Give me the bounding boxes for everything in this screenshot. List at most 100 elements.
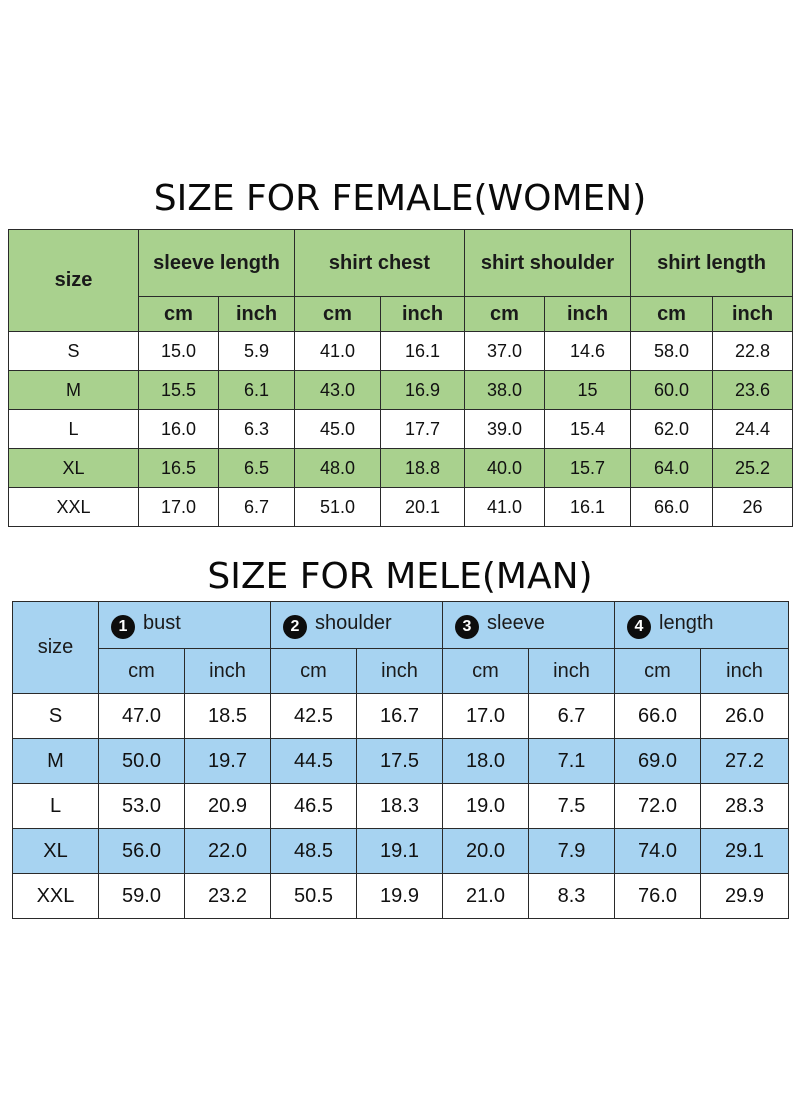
table-row: L 16.0 6.3 45.0 17.7 39.0 15.4 62.0 24.4 [8, 409, 794, 449]
unit-header-cm: cm [614, 648, 701, 694]
number-1-badge: 1 [111, 614, 135, 639]
number-2-badge: 2 [283, 614, 307, 639]
measurement-cell: 16.1 [543, 487, 632, 527]
size-header: size [8, 229, 139, 332]
table-row: XL 56.0 22.0 48.5 19.1 20.0 7.9 74.0 29.1 [12, 828, 789, 874]
measurement-cell: 51.0 [294, 487, 381, 527]
measurement-cell: 19.7 [184, 738, 271, 784]
size-label-cell: XXL [12, 873, 99, 919]
size-label-cell: XXL [8, 487, 139, 527]
table-row: XXL 59.0 23.2 50.5 19.9 21.0 8.3 76.0 29.9 [12, 873, 789, 919]
measurement-cell: 5.9 [218, 331, 295, 371]
measurement-cell: 15 [543, 370, 632, 410]
group-header-sleeve: 3 sleeve [442, 601, 615, 649]
unit-header-inch: inch [712, 296, 794, 332]
unit-header-cm: cm [464, 296, 545, 332]
measurement-cell: 27.2 [700, 738, 789, 784]
measurement-cell: 17.0 [138, 487, 219, 527]
measurement-cell: 19.0 [442, 783, 529, 829]
measurement-cell: 16.1 [380, 331, 465, 371]
measurement-cell: 20.0 [442, 828, 529, 874]
measurement-cell: 16.7 [356, 693, 443, 739]
measurement-cell: 26.0 [700, 693, 789, 739]
table-row: XXL 17.0 6.7 51.0 20.1 41.0 16.1 66.0 26 [8, 487, 794, 527]
unit-header-cm: cm [270, 648, 357, 694]
group-header-sleeve-length: sleeve length [138, 229, 295, 297]
measurement-cell: 16.0 [138, 409, 219, 449]
measurement-cell: 53.0 [98, 783, 185, 829]
table-row: S 15.0 5.9 41.0 16.1 37.0 14.6 58.0 22.8 [8, 331, 794, 371]
group-header-shirt-shoulder: shirt shoulder [463, 229, 632, 297]
measurement-cell: 48.5 [270, 828, 357, 874]
measurement-cell: 24.4 [712, 409, 794, 449]
measurement-cell: 45.0 [294, 409, 381, 449]
measurement-cell: 26 [712, 487, 794, 527]
size-label-cell: M [12, 738, 99, 784]
measurement-cell: 8.3 [528, 873, 615, 919]
size-label-cell: L [12, 783, 99, 829]
measurement-cell: 58.0 [630, 331, 714, 371]
group-label: length [659, 611, 714, 634]
measurement-cell: 42.5 [270, 693, 357, 739]
measurement-cell: 44.5 [270, 738, 357, 784]
table-row: XL 16.5 6.5 48.0 18.8 40.0 15.7 64.0 25.2 [8, 448, 794, 488]
measurement-cell: 18.8 [380, 448, 465, 488]
measurement-cell: 14.6 [543, 331, 632, 371]
number-3-badge: 3 [455, 614, 479, 639]
measurement-cell: 22.0 [184, 828, 271, 874]
measurement-cell: 6.5 [218, 448, 295, 488]
female-size-table: size sleeve length shirt chest shirt sho… [8, 229, 794, 527]
measurement-cell: 59.0 [98, 873, 185, 919]
measurement-cell: 21.0 [442, 873, 529, 919]
size-label-cell: XL [12, 828, 99, 874]
measurement-cell: 18.0 [442, 738, 529, 784]
measurement-cell: 40.0 [464, 448, 545, 488]
measurement-cell: 16.5 [138, 448, 219, 488]
size-label-cell: S [8, 331, 139, 371]
size-label-cell: M [8, 370, 139, 410]
measurement-cell: 6.7 [218, 487, 295, 527]
measurement-cell: 20.9 [184, 783, 271, 829]
measurement-cell: 56.0 [98, 828, 185, 874]
measurement-cell: 20.1 [380, 487, 465, 527]
measurement-cell: 29.1 [700, 828, 789, 874]
female-size-title: SIZE FOR FEMALE(WOMEN) [153, 178, 647, 219]
measurement-cell: 7.1 [528, 738, 615, 784]
measurement-cell: 69.0 [614, 738, 701, 784]
measurement-cell: 23.2 [184, 873, 271, 919]
measurement-cell: 15.7 [543, 448, 632, 488]
measurement-cell: 17.5 [356, 738, 443, 784]
measurement-cell: 50.5 [270, 873, 357, 919]
unit-header-inch: inch [380, 296, 465, 332]
measurement-cell: 18.5 [184, 693, 271, 739]
measurement-cell: 41.0 [294, 331, 381, 371]
table-row: M 50.0 19.7 44.5 17.5 18.0 7.1 69.0 27.2 [12, 738, 789, 784]
measurement-cell: 74.0 [614, 828, 701, 874]
measurement-cell: 18.3 [356, 783, 443, 829]
measurement-cell: 66.0 [630, 487, 714, 527]
unit-header-cm: cm [630, 296, 714, 332]
unit-header-cm: cm [98, 648, 185, 694]
measurement-cell: 37.0 [464, 331, 545, 371]
measurement-cell: 15.0 [138, 331, 219, 371]
measurement-cell: 43.0 [294, 370, 381, 410]
measurement-cell: 22.8 [712, 331, 794, 371]
measurement-cell: 72.0 [614, 783, 701, 829]
measurement-cell: 7.9 [528, 828, 615, 874]
unit-header-inch: inch [184, 648, 271, 694]
measurement-cell: 64.0 [630, 448, 714, 488]
measurement-cell: 38.0 [464, 370, 545, 410]
table-row: S 47.0 18.5 42.5 16.7 17.0 6.7 66.0 26.0 [12, 693, 789, 739]
measurement-cell: 25.2 [712, 448, 794, 488]
group-header-bust: 1 bust [98, 601, 271, 649]
measurement-cell: 15.5 [138, 370, 219, 410]
measurement-cell: 29.9 [700, 873, 789, 919]
measurement-cell: 15.4 [543, 409, 632, 449]
unit-header-inch: inch [543, 296, 632, 332]
measurement-cell: 62.0 [630, 409, 714, 449]
size-label-cell: S [12, 693, 99, 739]
male-size-table: size 1 bust 2 shoulder 3 sleeve 4 length cm i… [12, 601, 789, 919]
group-header-shirt-length: shirt length [630, 229, 794, 297]
male-size-title: SIZE FOR MELE(MAN) [207, 556, 593, 597]
group-header-shirt-chest: shirt chest [294, 229, 465, 297]
